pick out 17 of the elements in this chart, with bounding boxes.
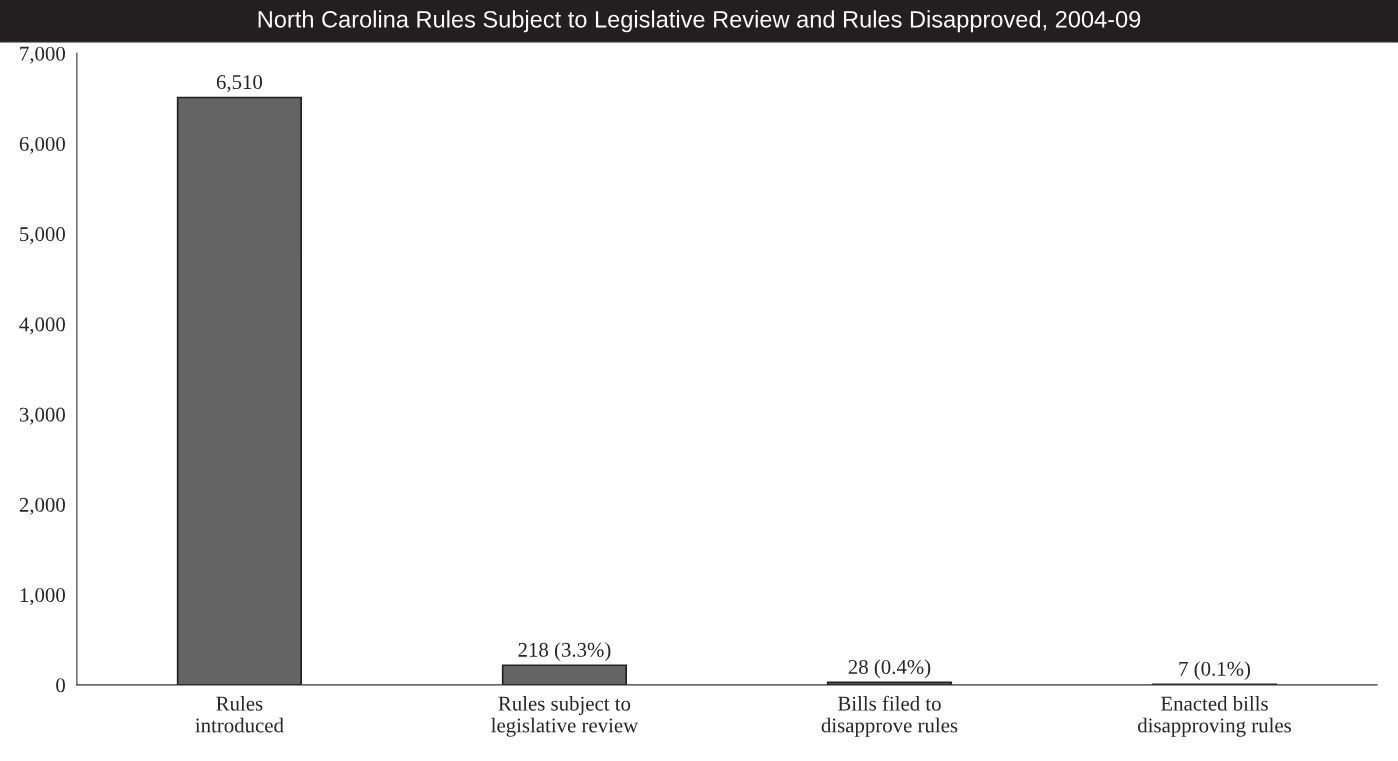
y-tick-label: 2,000: [19, 497, 65, 515]
y-tick-label: 6,000: [19, 136, 65, 154]
y-tick-label: 1,000: [20, 588, 65, 606]
data-label: 7 (0.1%): [1179, 661, 1251, 681]
chart-title: North Carolina Rules Subject to Legislative Review and Rules Disapproved, 2004-09: [258, 10, 1141, 33]
data-label: 28 (0.4%): [848, 659, 931, 679]
y-tick-label: 4,000: [19, 317, 65, 335]
x-tick-label: Enacted bills disapproving rules: [1138, 696, 1291, 737]
x-tick-label: Rules subject to legislative review: [491, 696, 639, 737]
x-tick-label: Rules introduced: [195, 696, 284, 733]
y-tick-label: 5,000: [20, 227, 65, 245]
data-label: 6,510: [216, 75, 263, 93]
data-label: 218 (3.3%): [518, 642, 611, 662]
x-tick-label: Bills filed to disapprove rules: [821, 695, 958, 737]
y-tick-label: 3,000: [19, 407, 65, 425]
y-tick-label: 7,000: [20, 46, 65, 64]
y-tick-label: 0: [56, 678, 65, 693]
